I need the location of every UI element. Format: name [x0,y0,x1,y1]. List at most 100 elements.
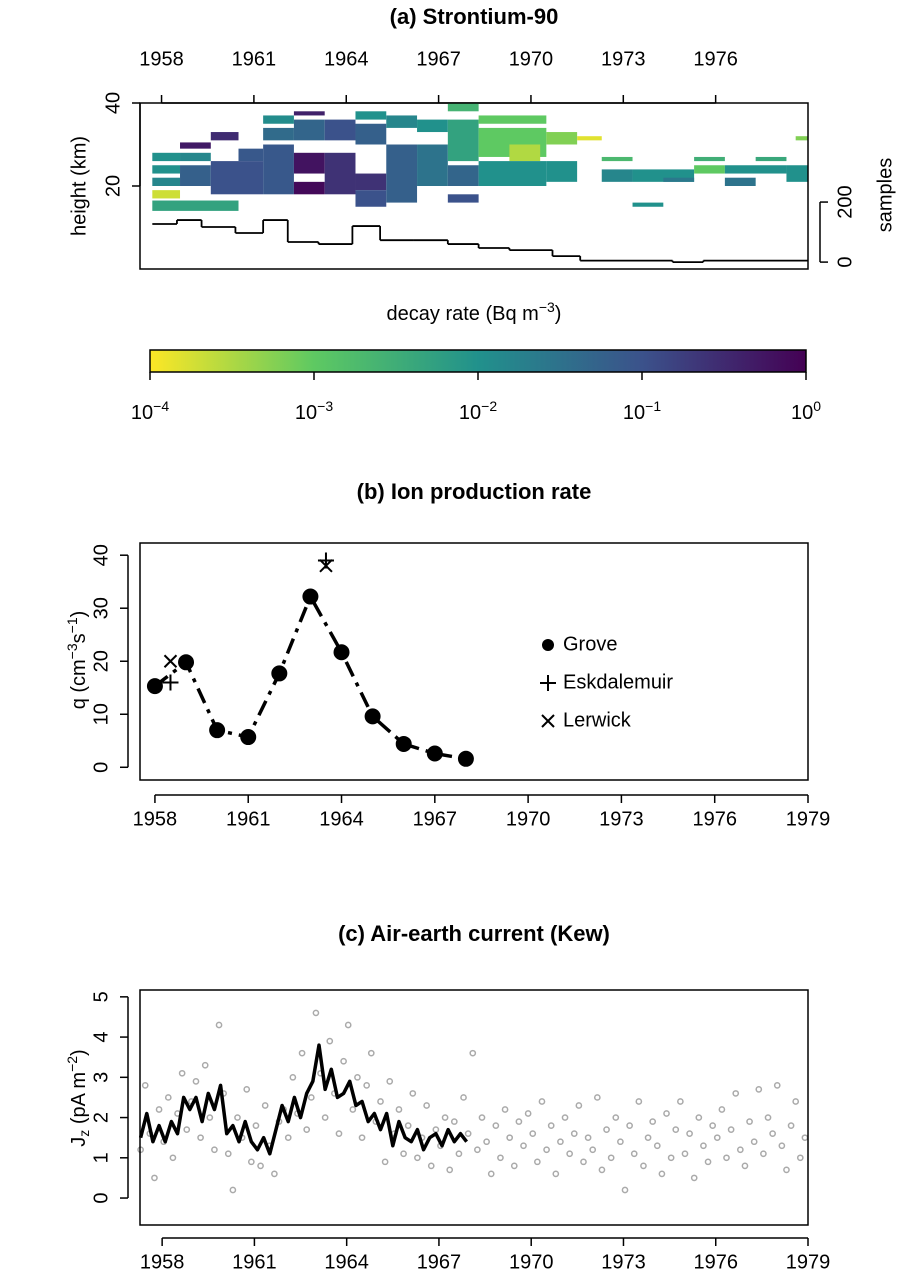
scatter-point [215,1021,223,1029]
x-tick-label: 1979 [786,808,831,830]
heat-cell [417,119,448,133]
marker [163,654,178,668]
scatter-point [626,1122,633,1129]
scatter-point [261,1102,269,1109]
scatter-point [211,1146,218,1154]
x-tick-label: 1973 [601,48,646,70]
y-tick-label: 3 [90,1072,112,1083]
x-tick-label: 1976 [693,1251,738,1273]
heat-cell [324,152,356,195]
scatter-point [723,1154,730,1162]
x-tick-label: 1970 [509,48,554,70]
heat-cell [152,177,181,186]
heat-cell [180,152,211,162]
scatter-point [566,1150,573,1158]
heat-cell [478,115,547,124]
colorbar-tick-label: 10−2 [459,398,497,425]
scatter-point [349,1106,357,1113]
scatter-point [741,1162,749,1170]
legend-symbol [542,639,554,651]
scatter-point [224,1150,232,1158]
heat-cell [293,111,325,116]
scatter-point [483,1138,490,1146]
scatter-point [617,1138,624,1146]
scatter-point [326,1037,334,1045]
heat-cell [355,123,387,145]
scatter-point [409,1090,417,1097]
heat-cell [355,173,387,191]
scatter-point [709,1122,717,1129]
scatter-point [690,1174,698,1182]
y-tick-label: 2 [90,1112,112,1123]
marker [240,729,257,746]
scatter-point [243,1086,251,1093]
scatter-point [404,1122,412,1129]
scatter-point [621,1186,629,1194]
x-tick-label: 1961 [232,48,277,70]
scatter-point [607,1154,615,1162]
scatter-point [155,1106,163,1113]
scatter-point [247,1158,255,1166]
scatter-point [427,1162,435,1170]
chart-title: (c) Air-earth current (Kew) [338,921,610,946]
scatter-point [750,1138,758,1146]
colorbar [149,349,807,373]
x-tick-label: 1964 [319,808,364,830]
colorbar-tick-label: 10−4 [131,398,169,425]
y-tick-label: 4 [90,1032,112,1043]
x-tick-label: 1964 [324,1251,369,1273]
heat-cell [263,144,294,195]
scatter-point [529,1130,537,1138]
heat-cell [210,132,239,141]
scatter-point [446,1166,454,1174]
marker [333,644,350,661]
scatter-point [312,1009,320,1017]
scatter-point [183,1126,191,1133]
heat-cell [238,148,264,162]
x-tick-label: 1958 [139,48,184,70]
y-tick-label: 40 [102,92,124,114]
scatter-point [340,1057,347,1065]
heat-cell [447,119,479,162]
scatter-point [450,1118,458,1125]
scatter-point [787,1122,795,1129]
chart-title: (a) Strontium-90 [390,4,559,29]
heat-cell [795,136,808,141]
scatter-point [363,1082,371,1089]
x-tick-label: 1979 [786,1251,831,1273]
scatter-point [151,1174,158,1182]
scatter-point [672,1126,680,1133]
heat-cell [724,165,787,174]
heat-cell [509,144,541,162]
marker [302,588,319,605]
scatter-point [677,1098,684,1105]
heat-cell [210,161,264,195]
scatter-point [543,1146,550,1154]
legend-label: Eskdalemuir [563,671,673,693]
scatter-point [455,1150,463,1158]
scatter-point [704,1158,712,1166]
legend-label: Lerwick [563,709,632,731]
scatter-point [764,1114,772,1121]
heat-cell [632,202,664,207]
marker [146,678,163,695]
heat-cell [324,119,356,141]
marker [364,708,381,725]
scatter-point [603,1126,610,1133]
scatter-point [464,1130,472,1138]
scatter-point [801,1134,809,1142]
scatter-point [229,1186,237,1194]
scatter-point [192,1077,200,1085]
scatter-point [206,1114,214,1121]
colorbar-label: decay rate (Bq m−3) [387,299,562,326]
scatter-point [773,1082,781,1089]
scatter-point [667,1154,675,1162]
y-axis-label: Jz (pA m−2) [64,1049,92,1146]
y-tick-label: 0 [90,1192,112,1203]
scatter-point [358,1134,366,1142]
marker [395,735,412,752]
legend-label: Grove [563,633,617,655]
heat-cell [293,119,325,141]
y-tick-label: 0 [90,762,112,773]
scatter-point [381,1158,389,1166]
